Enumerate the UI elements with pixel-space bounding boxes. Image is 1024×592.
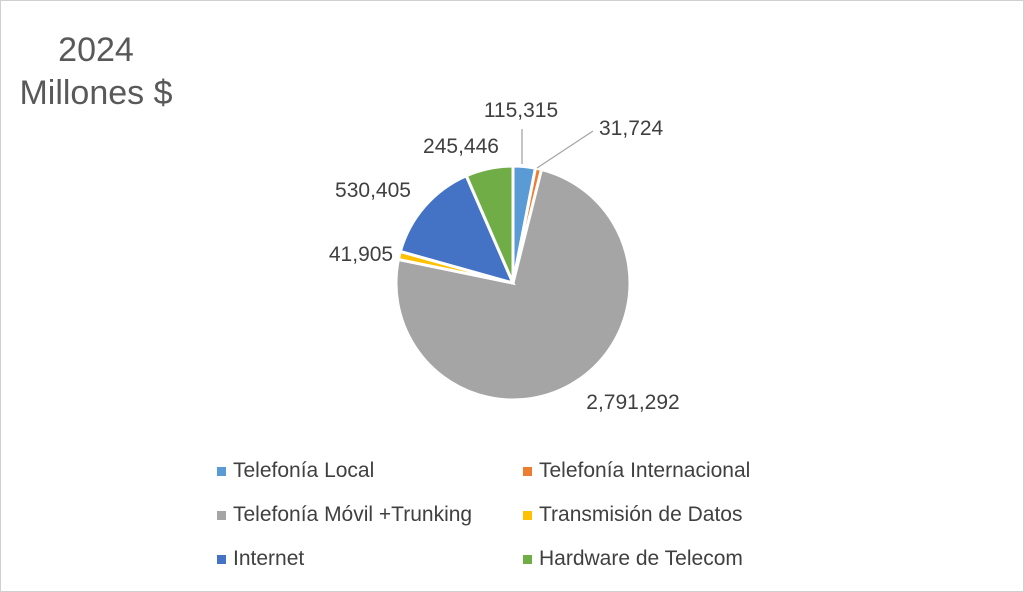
data-label-internet: 530,405 [335, 179, 411, 202]
data-label-telefonia-internacional: 31,724 [599, 117, 664, 140]
chart-title-line-1: 2024 [58, 31, 134, 69]
data-label-hardware-telecom: 245,446 [423, 135, 499, 158]
data-label-telefonia-movil: 2,791,292 [586, 391, 679, 414]
data-label-transmision-datos: 41,905 [329, 243, 393, 266]
data-label-telefonia-local: 115,315 [484, 99, 558, 122]
pie-slice-telefonia-movil [394, 167, 632, 402]
chart-title: 2024 Millones $ [11, 29, 181, 115]
leader-line-telefonia-internacional [536, 130, 594, 169]
chart-title-line-2: Millones $ [19, 74, 173, 112]
pie-slice-internet [398, 173, 516, 286]
pie-slice-hardware-telecom [464, 164, 515, 284]
